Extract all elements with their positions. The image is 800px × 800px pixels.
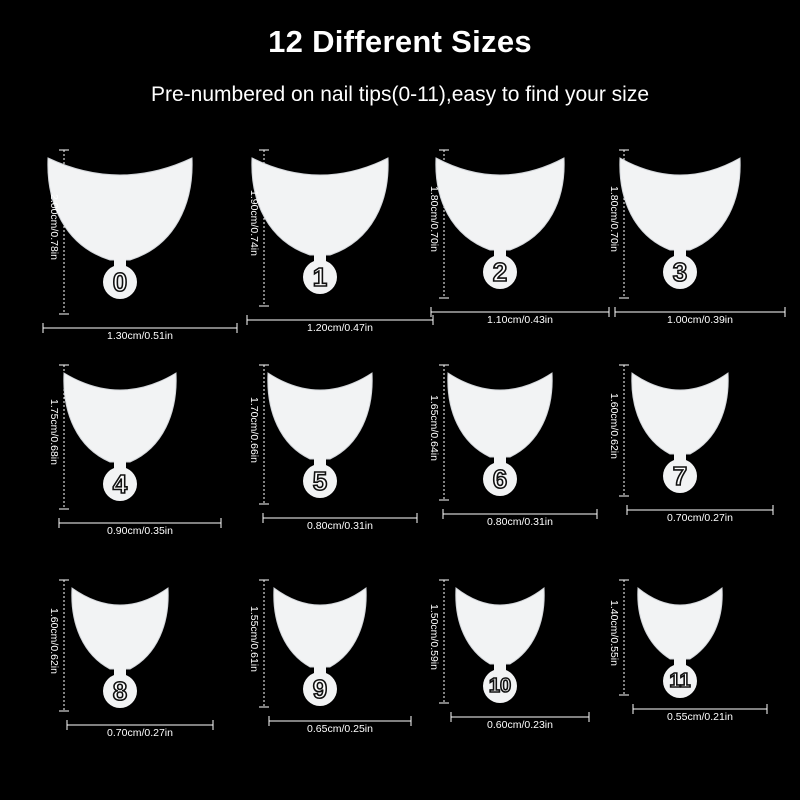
- tip-number: 2: [492, 256, 508, 288]
- nail-body: [71, 587, 169, 670]
- tip-number: 6: [492, 463, 508, 495]
- width-label: 0.80cm/0.31in: [307, 520, 373, 532]
- nail-body: [273, 587, 367, 668]
- nail-tip-card-8: 8 1.60cm/0.62in 0.70cm/0.27in: [40, 579, 240, 790]
- width-label: 0.80cm/0.31in: [487, 516, 553, 528]
- height-label: 1.80cm/0.70in: [428, 186, 440, 252]
- nail-body: [619, 157, 741, 251]
- nail-tip-card-10: 10 1.50cm/0.59in 0.60cm/0.23in: [420, 579, 620, 790]
- nail-body: [455, 587, 545, 665]
- nail-tip-drawing: [430, 149, 610, 317]
- height-label: 1.50cm/0.59in: [428, 603, 440, 670]
- nail-tip-card-6: 6 1.65cm/0.64in 0.80cm/0.31in: [420, 364, 620, 575]
- number-tab: [483, 669, 517, 703]
- nail-stem: [314, 665, 326, 674]
- tip-number: 10: [488, 674, 512, 698]
- height-label: 1.55cm/0.61in: [248, 605, 260, 672]
- nail-tip-drawing: [439, 364, 598, 519]
- nail-stem: [314, 457, 326, 466]
- tip-number: 7: [672, 460, 688, 492]
- width-label: 0.70cm/0.27in: [667, 512, 733, 524]
- number-tab: [303, 672, 337, 706]
- nail-stem: [494, 455, 506, 464]
- tip-number: 5: [312, 465, 328, 497]
- nail-tip-drawing: [259, 579, 412, 726]
- width-label: 0.90cm/0.35in: [107, 525, 173, 537]
- nail-tip-card-3: 3 1.80cm/0.70in 1.00cm/0.39in: [600, 149, 800, 360]
- number-tab: [103, 674, 137, 708]
- width-label: 0.70cm/0.27in: [107, 727, 173, 739]
- height-label: 1.80cm/0.70in: [608, 186, 620, 252]
- height-label: 1.40cm/0.55in: [608, 599, 620, 666]
- nail-stem: [494, 662, 506, 671]
- nail-body: [63, 372, 177, 463]
- number-tab: [303, 260, 337, 294]
- width-label: 1.30cm/0.51in: [107, 330, 173, 342]
- nail-stem: [674, 452, 686, 461]
- height-label: 2.00cm/0.78in: [48, 194, 60, 260]
- number-tab: [483, 255, 517, 289]
- height-label: 1.90cm/0.74in: [248, 190, 260, 256]
- tip-number: 9: [312, 673, 328, 705]
- nail-tip-card-7: 7 1.60cm/0.62in 0.70cm/0.27in: [600, 364, 800, 575]
- nail-tip-drawing: [42, 149, 238, 333]
- width-label: 1.10cm/0.43in: [487, 314, 553, 326]
- width-label: 1.00cm/0.39in: [667, 314, 733, 326]
- tip-number: 3: [672, 256, 688, 288]
- number-tab: [663, 664, 697, 698]
- nail-stem: [114, 667, 126, 676]
- number-tab: [663, 255, 697, 289]
- nail-tip-drawing: [246, 149, 434, 325]
- nail-tip-card-2: 2 1.80cm/0.70in 1.10cm/0.43in: [420, 149, 620, 360]
- nail-tip-card-11: 11 1.40cm/0.55in 0.55cm/0.21in: [600, 579, 800, 790]
- width-label: 0.60cm/0.23in: [487, 719, 553, 731]
- nail-tip-card-0: 0 2.00cm/0.78in 1.30cm/0.51in: [40, 149, 240, 360]
- height-label: 1.65cm/0.64in: [428, 394, 440, 461]
- width-label: 0.55cm/0.21in: [667, 711, 733, 723]
- nail-tip-card-5: 5 1.70cm/0.66in 0.80cm/0.31in: [240, 364, 440, 575]
- page-subtitle: Pre-numbered on nail tips(0-11),easy to …: [150, 83, 650, 106]
- number-tab: [103, 265, 137, 299]
- width-label: 0.65cm/0.25in: [307, 723, 373, 735]
- nail-body: [47, 157, 193, 261]
- number-tab: [663, 459, 697, 493]
- height-label: 1.60cm/0.62in: [608, 392, 620, 459]
- tip-number: 4: [112, 468, 128, 500]
- nail-body: [267, 372, 373, 460]
- page-title: 12 Different Sizes: [268, 24, 532, 59]
- nail-tip-drawing: [439, 579, 590, 722]
- nail-stem: [314, 253, 326, 262]
- height-label: 1.70cm/0.66in: [248, 396, 260, 463]
- width-label: 1.20cm/0.47in: [307, 322, 373, 334]
- nail-tip-drawing: [614, 149, 786, 317]
- height-label: 1.75cm/0.68in: [48, 399, 60, 465]
- nail-body: [251, 157, 389, 256]
- number-tab: [483, 462, 517, 496]
- nail-tip-card-9: 9 1.55cm/0.61in 0.65cm/0.25in: [240, 579, 440, 790]
- nail-tip-drawing: [619, 364, 774, 515]
- nail-tip-drawing: [59, 579, 214, 730]
- nail-body: [447, 372, 553, 458]
- nail-body: [435, 157, 565, 251]
- nail-stem: [114, 258, 126, 267]
- nail-stem: [674, 657, 686, 666]
- nail-tip-card-1: 1 1.90cm/0.74in 1.20cm/0.47in: [240, 149, 440, 360]
- nail-tip-drawing: [58, 364, 222, 528]
- height-label: 1.60cm/0.62in: [48, 607, 60, 674]
- nail-tip-card-4: 4 1.75cm/0.68in 0.90cm/0.35in: [40, 364, 240, 575]
- nail-tip-drawing: [619, 579, 768, 714]
- tip-number: 1: [312, 261, 328, 293]
- nail-body: [637, 587, 723, 660]
- tip-number: 0: [112, 266, 128, 298]
- tip-number: 8: [112, 675, 128, 707]
- nail-stem: [114, 460, 126, 469]
- tip-number: 11: [669, 669, 692, 693]
- nail-tip-drawing: [259, 364, 418, 523]
- number-tab: [103, 467, 137, 501]
- nail-stem: [674, 248, 686, 257]
- nail-stem: [494, 248, 506, 257]
- nail-body: [631, 372, 729, 455]
- number-tab: [303, 464, 337, 498]
